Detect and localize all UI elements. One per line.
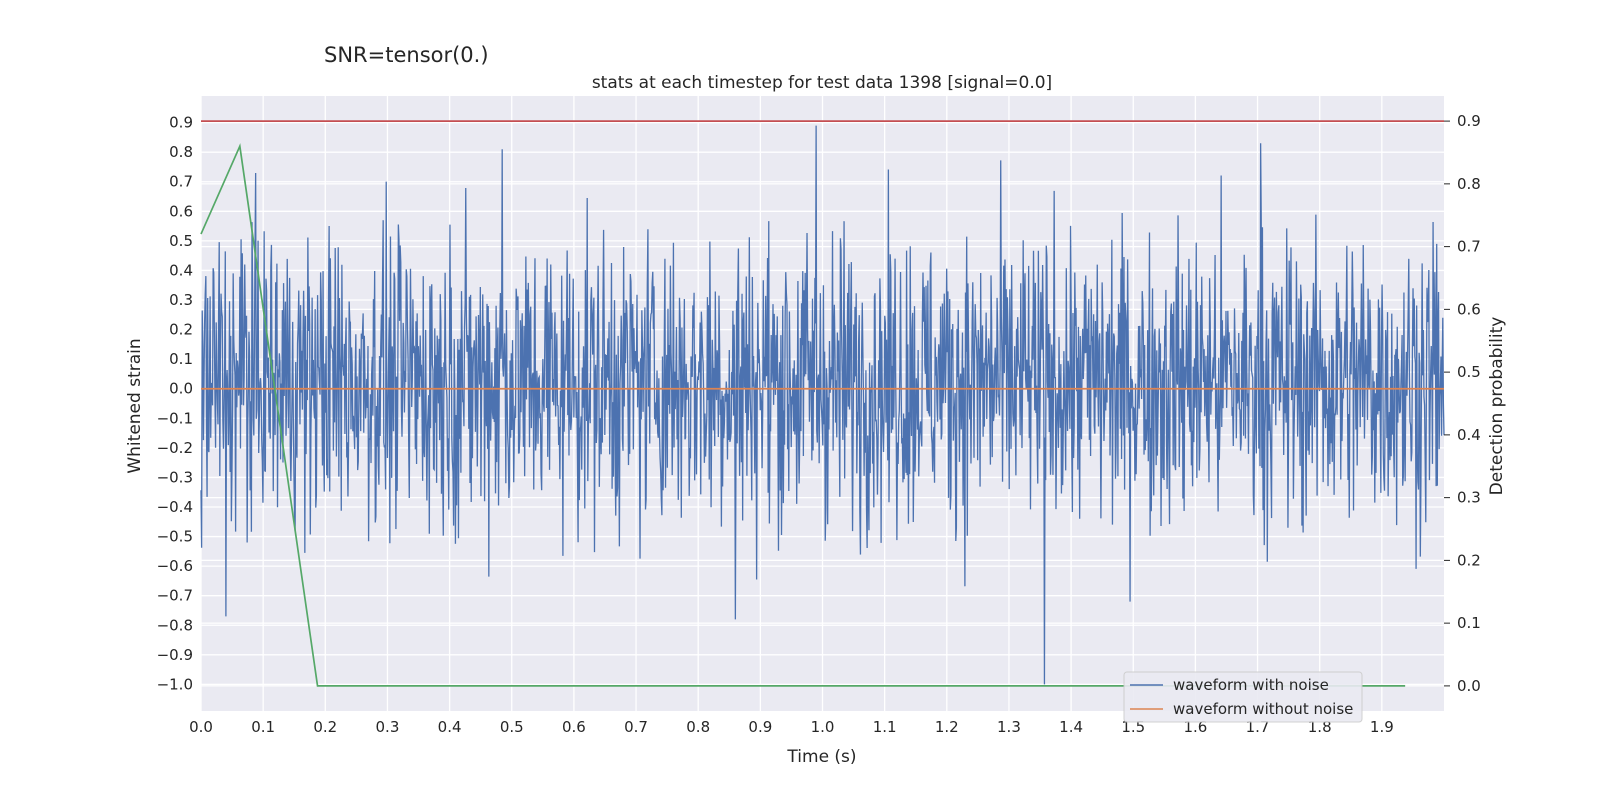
x-tick-label: 1.3 [997, 718, 1021, 736]
y-axis-label: Whitened strain [125, 338, 145, 473]
y2-tick-label: 0.5 [1457, 363, 1481, 381]
tick-labels: 0.0 0.1 0.2 0.3 0.4 0.5 0.6 0.7 0.8 0.9 1.0 1.1 1.2 1… [157, 112, 1481, 736]
x-tick-label: 1.1 [873, 718, 897, 736]
y-tick-label: 0.1 [169, 350, 193, 368]
y-tick-label: 0.5 [169, 232, 193, 250]
y-tick-label: −0.2 [157, 439, 193, 457]
x-tick-label: 0.9 [748, 718, 772, 736]
x-tick-label: 0.1 [251, 718, 275, 736]
y-tick-label: −0.6 [157, 557, 193, 575]
legend-box [1123, 671, 1363, 723]
y2-tick-label: 0.2 [1457, 551, 1481, 569]
y-tick-label: −1.0 [157, 675, 193, 693]
x-tick-label: 0.8 [686, 718, 710, 736]
series-waveform-with-noise [200, 125, 1445, 685]
chart-title: stats at each timestep for test data 139… [592, 73, 1052, 93]
x-tick-label: 0.3 [376, 718, 400, 736]
y-tick-label: −0.8 [157, 616, 193, 634]
legend: waveform with noise waveform without noi… [1123, 671, 1363, 723]
x-tick-label: 1.4 [1059, 718, 1083, 736]
y-tick-label: 0.7 [169, 173, 193, 191]
chart-supertitle: SNR=tensor(0.) [324, 43, 489, 67]
series-layer [200, 120, 1445, 687]
y-tick-label: −0.9 [157, 646, 193, 664]
x-tick-label: 0.7 [624, 718, 648, 736]
legend-label-clean: waveform without noise [1173, 700, 1353, 718]
y2-tick-label: 0.8 [1457, 175, 1481, 193]
y2-tick-label: 0.0 [1457, 677, 1481, 695]
y2-tick-label: 0.7 [1457, 238, 1481, 256]
x-tick-label: 0.6 [562, 718, 586, 736]
y-tick-label: 0.6 [169, 202, 193, 220]
y-tick-label: −0.7 [157, 587, 193, 605]
x-tick-label: 0.4 [438, 718, 462, 736]
y-tick-label: 0.9 [169, 114, 193, 132]
x-tick-label: 1.9 [1370, 718, 1394, 736]
y2-tick-label: 0.4 [1457, 426, 1481, 444]
x-axis-label: Time (s) [786, 747, 856, 767]
y2-tick-label: 0.6 [1457, 300, 1481, 318]
y-tick-label: 0.8 [169, 143, 193, 161]
y-tick-label: 0.0 [169, 380, 193, 398]
series-detection-probability [200, 143, 1406, 687]
y-tick-label: −0.1 [157, 409, 193, 427]
y-tick-label: 0.4 [169, 261, 193, 279]
y-tick-label: −0.5 [157, 528, 193, 546]
x-tick-label: 0.5 [500, 718, 524, 736]
y-tick-label: 0.3 [169, 291, 193, 309]
y2-axis-label: Detection probability [1487, 317, 1507, 496]
x-tick-label: 0.2 [313, 718, 337, 736]
y-tick-label: 0.2 [169, 321, 193, 339]
y2-tick-label: 0.1 [1457, 614, 1481, 632]
y2-tick-label: 0.3 [1457, 489, 1481, 507]
x-tick-label: 0.0 [189, 718, 213, 736]
y-tick-label: −0.3 [157, 468, 193, 486]
legend-label-noise: waveform with noise [1173, 676, 1329, 694]
y-tick-label: −0.4 [157, 498, 193, 516]
x-tick-label: 1.2 [935, 718, 959, 736]
x-tick-label: 1.0 [811, 718, 835, 736]
y2-tick-label: 0.9 [1457, 112, 1481, 130]
